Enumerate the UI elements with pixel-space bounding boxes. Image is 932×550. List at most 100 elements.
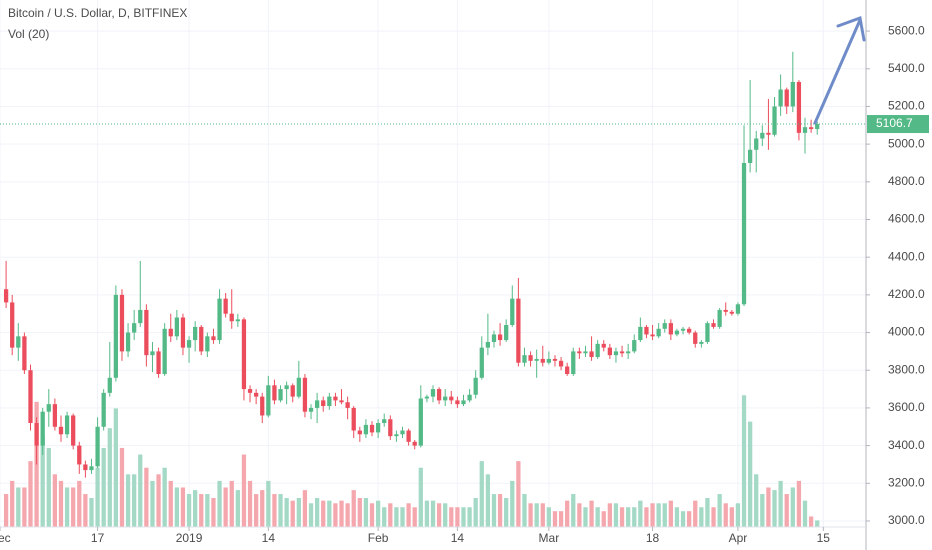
volume-bar bbox=[284, 498, 289, 527]
volume-bar bbox=[308, 503, 314, 527]
volume-bar bbox=[424, 500, 430, 527]
volume-bar bbox=[113, 408, 119, 527]
volume-bar bbox=[497, 494, 503, 527]
volume-bar bbox=[77, 480, 82, 527]
volume-bar bbox=[741, 395, 747, 527]
candle-body bbox=[619, 351, 625, 354]
candle-body bbox=[802, 127, 808, 133]
candle-body bbox=[461, 400, 466, 405]
candle-body bbox=[162, 328, 167, 375]
x-tick-label: Mar bbox=[539, 531, 560, 545]
candle-body bbox=[308, 407, 314, 412]
candle-body bbox=[705, 323, 710, 342]
volume-bar bbox=[455, 507, 460, 527]
volume-bar bbox=[747, 421, 753, 527]
volume-bar bbox=[247, 480, 253, 527]
volume-bar bbox=[808, 516, 814, 527]
candle-body bbox=[260, 396, 265, 416]
volume-bar bbox=[333, 503, 338, 527]
candle-body bbox=[491, 334, 497, 342]
volume-bar bbox=[815, 520, 820, 527]
volume-bar bbox=[235, 490, 240, 527]
candle-body bbox=[455, 400, 460, 405]
candle-body bbox=[601, 343, 606, 348]
candle-body bbox=[741, 162, 747, 305]
volume-bar bbox=[52, 474, 58, 527]
volume-bar bbox=[125, 474, 131, 527]
volume-bar bbox=[638, 500, 643, 527]
volume-bar bbox=[150, 480, 155, 527]
candle-body bbox=[16, 336, 21, 348]
candle-body bbox=[3, 289, 9, 303]
candle-body bbox=[790, 81, 795, 107]
volume-bar bbox=[485, 474, 491, 527]
volume-bar bbox=[211, 498, 216, 527]
candle-body bbox=[784, 89, 789, 107]
candle-body bbox=[272, 385, 277, 401]
volume-bar bbox=[778, 480, 783, 527]
candle-body bbox=[565, 366, 570, 375]
candle-body bbox=[467, 394, 472, 401]
candle-body bbox=[668, 323, 673, 335]
candle-body bbox=[107, 377, 112, 393]
y-tick-label: 5200.0 bbox=[888, 99, 925, 113]
candle-body bbox=[723, 309, 728, 312]
volume-bar bbox=[241, 454, 247, 527]
candle-body bbox=[528, 355, 533, 361]
volume-bar bbox=[58, 480, 64, 527]
volume-bar bbox=[632, 507, 637, 527]
arrow-shaft bbox=[813, 18, 862, 125]
y-tick-label: 5000.0 bbox=[888, 136, 925, 150]
candle-body bbox=[327, 396, 332, 407]
x-tick-label: Feb bbox=[368, 531, 389, 545]
volume-bar bbox=[302, 490, 308, 527]
volume-bar bbox=[784, 494, 789, 527]
volume-bar bbox=[193, 490, 198, 527]
last-price-label: 5106.7 bbox=[876, 116, 913, 130]
volume-bar bbox=[595, 507, 600, 527]
volume-bar bbox=[260, 490, 265, 527]
volume-bar bbox=[180, 487, 186, 527]
candle-body bbox=[357, 430, 362, 435]
x-tick-label: 14 bbox=[262, 531, 276, 545]
candle-body bbox=[83, 464, 88, 471]
candle-body bbox=[607, 347, 612, 356]
x-tick-label: 18 bbox=[646, 531, 660, 545]
volume-bar bbox=[95, 467, 100, 527]
volume-bar bbox=[790, 487, 795, 527]
candle-body bbox=[186, 340, 192, 348]
candle-body bbox=[747, 149, 753, 163]
candle-body bbox=[589, 351, 594, 358]
volume-bar bbox=[650, 503, 655, 527]
volume-bar bbox=[223, 487, 228, 527]
volume-bar bbox=[83, 494, 88, 527]
volume-bar bbox=[613, 503, 619, 527]
candle-body bbox=[345, 402, 350, 408]
volume-bar bbox=[71, 487, 76, 527]
volume-bar bbox=[254, 494, 259, 527]
candle-body bbox=[71, 415, 76, 446]
candle-body bbox=[552, 358, 558, 361]
y-tick-label: 4200.0 bbox=[888, 287, 925, 301]
volume-bar bbox=[644, 507, 649, 527]
volume-bar bbox=[510, 480, 515, 527]
candle-body bbox=[138, 309, 143, 324]
volume-bar bbox=[723, 503, 728, 527]
volume-bar bbox=[656, 503, 661, 527]
candle-body bbox=[406, 430, 411, 442]
volume-bar bbox=[375, 500, 381, 527]
candle-body bbox=[168, 328, 173, 337]
volume-bar bbox=[107, 428, 112, 527]
candle-body bbox=[235, 319, 240, 322]
candle-body bbox=[64, 415, 70, 435]
candle-body bbox=[430, 389, 436, 397]
candle-body bbox=[717, 309, 722, 327]
volume-bar bbox=[89, 498, 94, 527]
candle-body bbox=[693, 332, 698, 344]
volume-bar bbox=[46, 447, 51, 527]
volume-bar bbox=[589, 500, 594, 527]
volume-bar bbox=[430, 500, 436, 527]
volume-bar bbox=[28, 461, 33, 527]
volume-bar bbox=[144, 467, 149, 527]
